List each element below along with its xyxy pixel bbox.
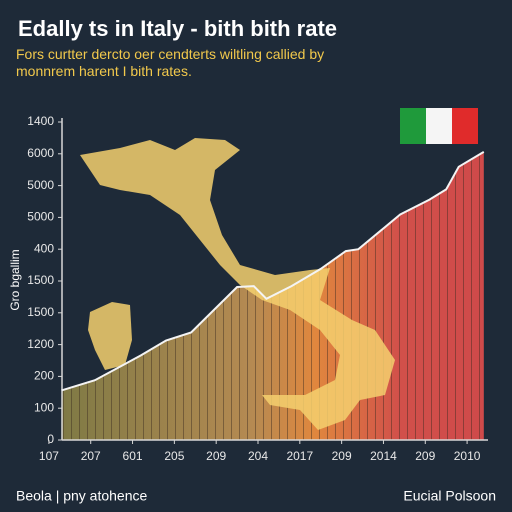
y-tick-label: 1500: [27, 273, 54, 287]
map-island: [88, 302, 132, 370]
y-tick-label: 5000: [27, 178, 54, 192]
flag-green: [400, 108, 426, 144]
map-decoration: [80, 138, 395, 430]
x-tick-label: 209: [332, 449, 352, 463]
y-tick-label: 400: [34, 241, 54, 255]
x-tick-label: 601: [123, 449, 143, 463]
y-axis-label: Gro bgallim: [8, 249, 22, 310]
flag-red: [452, 108, 478, 144]
x-tick-label: 2017: [286, 449, 313, 463]
x-tick-label: 209: [206, 449, 226, 463]
chart-title: Edally ts in Italy - bith bith rate: [18, 16, 337, 41]
x-tick-label: 207: [81, 449, 101, 463]
footer-left: Beola | pny atohence: [16, 488, 148, 504]
y-tick-label: 5000: [27, 210, 54, 224]
y-tick-label: 1200: [27, 337, 54, 351]
x-tick-label: 204: [248, 449, 268, 463]
flag-white: [426, 108, 452, 144]
y-tick-label: 100: [34, 400, 54, 414]
flag: [400, 108, 478, 144]
y-tick-label: 6000: [27, 146, 54, 160]
chart-subtitle: Fors curtter dercto oer cendterts wiltli…: [16, 46, 325, 79]
x-tick-label: 205: [164, 449, 184, 463]
y-tick-label: 0: [47, 432, 54, 446]
footer-right: Eucial Polsoon: [403, 488, 496, 504]
area-line: [61, 151, 485, 392]
y-tick-label: 1400: [27, 114, 54, 128]
x-tick-label: 107: [39, 449, 59, 463]
x-tick-label: 2014: [370, 449, 397, 463]
y-tick-label: 1500: [27, 305, 54, 319]
subtitle-box: Fors curtter dercto oer cendterts wiltli…: [16, 46, 325, 79]
x-tick-label: 2010: [454, 449, 481, 463]
y-tick-label: 200: [34, 369, 54, 383]
x-tick-label: 209: [415, 449, 435, 463]
